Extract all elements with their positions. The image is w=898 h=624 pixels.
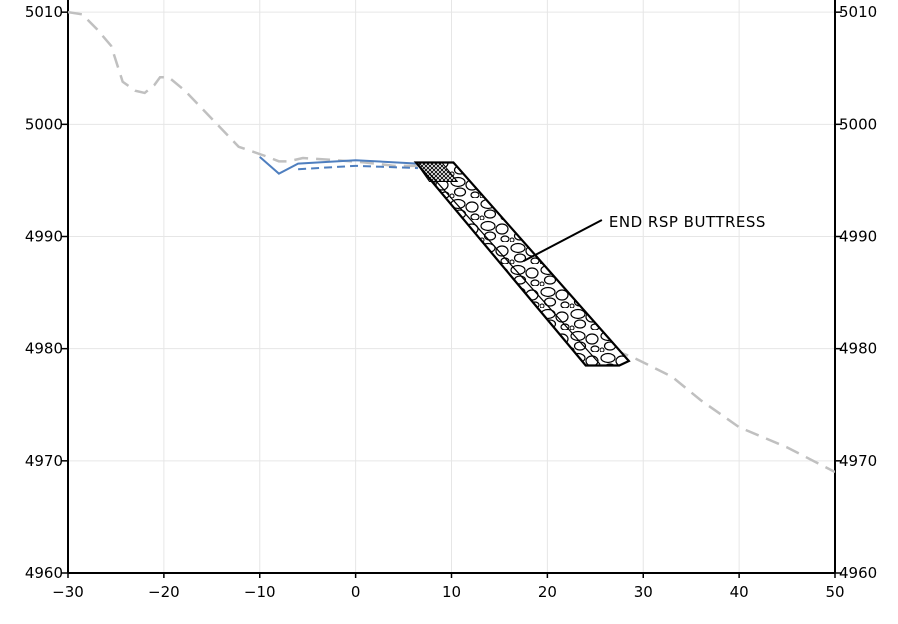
annotation-label-0: END RSP BUTTRESS bbox=[609, 213, 766, 231]
y-tick-label-right-0: 4960 bbox=[839, 564, 877, 582]
annotation-layer: END RSP BUTTRESS bbox=[522, 213, 766, 263]
annotation-leader-0 bbox=[522, 219, 603, 263]
riprap-buttress bbox=[413, 161, 631, 367]
y-tick-label-left-4: 5000 bbox=[25, 115, 63, 133]
grid-layer bbox=[68, 0, 835, 573]
x-tick-label-0: −30 bbox=[52, 583, 84, 601]
y-tick-label-right-1: 4970 bbox=[839, 452, 877, 470]
series-layer bbox=[68, 10, 835, 474]
y-tick-label-left-5: 5010 bbox=[25, 3, 63, 21]
x-tick-label-3: 0 bbox=[351, 583, 361, 601]
x-tick-label-8: 50 bbox=[825, 583, 844, 601]
x-tick-label-2: −10 bbox=[244, 583, 276, 601]
y-tick-label-right-4: 5000 bbox=[839, 115, 877, 133]
x-tick-label-1: −20 bbox=[148, 583, 180, 601]
axes-layer bbox=[61, 0, 842, 578]
y-tick-label-right-5: 5010 bbox=[839, 3, 877, 21]
x-tick-label-4: 10 bbox=[442, 583, 461, 601]
series-line-proposed-grade-lower bbox=[298, 164, 418, 171]
y-tick-label-right-3: 4990 bbox=[839, 228, 877, 246]
y-tick-label-left-2: 4980 bbox=[25, 340, 63, 358]
buttress-fill bbox=[416, 162, 629, 366]
buttress-outline bbox=[413, 161, 631, 367]
buttress-inner-line bbox=[428, 172, 601, 365]
series-line-proposed-grade bbox=[259, 156, 418, 175]
x-tick-label-5: 20 bbox=[538, 583, 557, 601]
y-tick-label-left-1: 4970 bbox=[25, 452, 63, 470]
y-tick-label-right-2: 4980 bbox=[839, 340, 877, 358]
x-tick-label-7: 40 bbox=[730, 583, 749, 601]
y-tick-label-left-3: 4990 bbox=[25, 228, 63, 246]
series-line-existing-ground bbox=[68, 10, 835, 474]
x-tick-label-6: 30 bbox=[634, 583, 653, 601]
y-tick-label-left-0: 4960 bbox=[25, 564, 63, 582]
